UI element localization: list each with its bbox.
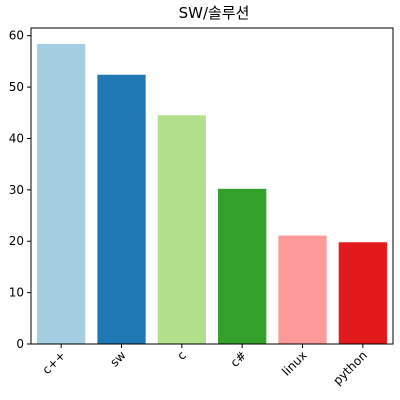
chart-title: SW/솔루션	[179, 4, 250, 22]
y-tick-label: 30	[9, 183, 24, 197]
bar-c	[157, 115, 206, 344]
bar-python	[338, 242, 387, 344]
bar-c#	[218, 188, 267, 344]
y-tick-label: 20	[9, 234, 24, 248]
x-axis: c++ sw c c# linux python	[39, 344, 370, 388]
x-tick-label: python	[330, 348, 370, 388]
x-tick-label: c	[174, 348, 189, 363]
x-tick-label: c++	[39, 348, 68, 377]
bar-c++	[37, 43, 86, 345]
y-axis: 0 10 20 30 40 50 60	[9, 29, 31, 351]
bar-sw	[97, 74, 146, 344]
x-tick-label: sw	[107, 348, 128, 369]
bars-group	[37, 43, 387, 345]
y-tick-label: 0	[16, 337, 24, 351]
y-tick-label: 60	[9, 29, 24, 43]
x-tick-label: c#	[228, 348, 250, 370]
bar-linux	[278, 235, 327, 344]
plot-frame	[30, 27, 394, 345]
y-tick-label: 50	[9, 80, 24, 94]
x-tick-label: linux	[279, 348, 309, 378]
y-tick-label: 40	[9, 131, 24, 145]
y-tick-label: 10	[9, 286, 24, 300]
